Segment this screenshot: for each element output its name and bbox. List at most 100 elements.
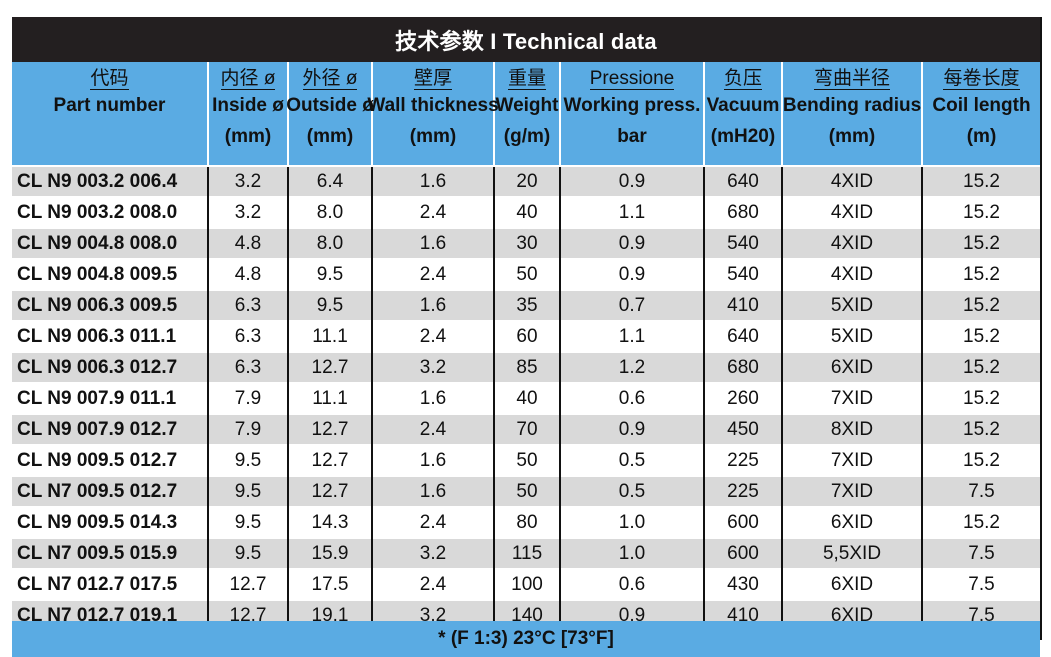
working-pressure-cell: 1.1	[560, 320, 705, 352]
working-pressure-cell: 0.6	[560, 382, 705, 414]
weight-cell: 35	[494, 289, 561, 321]
table-row: CL N7 009.5 015.9 9.5 15.9 3.2 115 1.0 600 5,5X…	[12, 537, 1040, 569]
inside-diameter-cell: 12.7	[208, 568, 289, 600]
coil-length-cell: 7.5	[922, 537, 1040, 569]
inside-diameter-cell: 7.9	[208, 413, 289, 445]
coil-length-cell: 15.2	[922, 320, 1040, 352]
part-number-cell: CL N9 006.3 011.1	[12, 320, 209, 352]
bending-radius-cell: 4XID	[782, 165, 923, 197]
vacuum-cell: 680	[704, 196, 783, 228]
technical-data-sheet: 技术参数 I Technical data 代码 Part number 内径 ø…	[12, 17, 1040, 657]
working-pressure-cell: 0.9	[560, 165, 705, 197]
outside-diameter-cell: 17.5	[288, 568, 373, 600]
col-cn-label: 壁厚	[413, 62, 452, 90]
vacuum-cell: 540	[704, 227, 783, 259]
table-row: CL N9 009.5 012.7 9.5 12.7 1.6 50 0.5 225 7XID 1…	[12, 444, 1040, 476]
weight-cell: 85	[494, 351, 561, 383]
coil-length-cell: 7.5	[922, 599, 1040, 630]
wall-thickness-cell: 1.6	[372, 227, 495, 259]
wall-thickness-cell: 1.6	[372, 475, 495, 507]
col-en-label: Bending radius	[782, 95, 922, 116]
col-bending-radius: 弯曲半径 Bending radius (mm)	[782, 62, 923, 166]
outside-diameter-cell: 8.0	[288, 196, 373, 228]
vacuum-cell: 260	[704, 382, 783, 414]
wall-thickness-cell: 2.4	[372, 568, 495, 600]
col-unit-label: bar	[617, 126, 647, 147]
coil-length-cell: 15.2	[922, 382, 1040, 414]
outside-diameter-cell: 11.1	[288, 382, 373, 414]
coil-length-cell: 7.5	[922, 475, 1040, 507]
weight-cell: 80	[494, 506, 561, 538]
inside-diameter-cell: 3.2	[208, 165, 289, 197]
vacuum-cell: 600	[704, 506, 783, 538]
coil-length-cell: 15.2	[922, 413, 1040, 445]
bending-radius-cell: 5XID	[782, 320, 923, 352]
coil-length-cell: 15.2	[922, 227, 1040, 259]
bending-radius-cell: 4XID	[782, 227, 923, 259]
outside-diameter-cell: 11.1	[288, 320, 373, 352]
table-row: CL N9 007.9 012.7 7.9 12.7 2.4 70 0.9 450 8XID 1…	[12, 413, 1040, 445]
vacuum-cell: 600	[704, 537, 783, 569]
weight-cell: 30	[494, 227, 561, 259]
part-number-cell: CL N9 006.3 009.5	[12, 289, 209, 321]
outside-diameter-cell: 6.4	[288, 165, 373, 197]
col-unit-label: (mm)	[409, 126, 457, 147]
inside-diameter-cell: 4.8	[208, 227, 289, 259]
col-en-label: Wall thickness	[367, 95, 499, 116]
coil-length-cell: 15.2	[922, 444, 1040, 476]
bending-radius-cell: 8XID	[782, 413, 923, 445]
weight-cell: 40	[494, 382, 561, 414]
col-cn-label: 重量	[507, 62, 546, 90]
col-en-label: Part number	[53, 95, 166, 116]
bending-radius-cell: 6XID	[782, 506, 923, 538]
outside-diameter-cell: 15.9	[288, 537, 373, 569]
working-pressure-cell: 0.5	[560, 475, 705, 507]
weight-cell: 115	[494, 537, 561, 569]
vacuum-cell: 225	[704, 475, 783, 507]
table-row: CL N9 009.5 014.3 9.5 14.3 2.4 80 1.0 600 6XID 1…	[12, 506, 1040, 538]
col-part-number: 代码 Part number	[12, 62, 209, 166]
table-row: CL N9 006.3 009.5 6.3 9.5 1.6 35 0.7 410 5XID 15…	[12, 289, 1040, 321]
col-unit-label: (mm)	[224, 126, 272, 147]
outside-diameter-cell: 9.5	[288, 289, 373, 321]
bending-radius-cell: 4XID	[782, 196, 923, 228]
working-pressure-cell: 0.7	[560, 289, 705, 321]
vacuum-cell: 430	[704, 568, 783, 600]
weight-cell: 60	[494, 320, 561, 352]
col-wall-thickness: 壁厚 Wall thickness (mm)	[367, 62, 499, 166]
table-row: CL N9 004.8 009.5 4.8 9.5 2.4 50 0.9 540 4XID 15…	[12, 258, 1040, 290]
inside-diameter-cell: 9.5	[208, 444, 289, 476]
vacuum-cell: 410	[704, 289, 783, 321]
weight-cell: 50	[494, 258, 561, 290]
inside-diameter-cell: 6.3	[208, 289, 289, 321]
outside-diameter-cell: 12.7	[288, 413, 373, 445]
bending-radius-cell: 4XID	[782, 258, 923, 290]
table-row: CL N9 006.3 012.7 6.3 12.7 3.2 85 1.2 680 6XID 1…	[12, 351, 1040, 383]
col-vacuum: 负压 Vacuum (mH20)	[704, 62, 783, 166]
working-pressure-cell: 1.0	[560, 537, 705, 569]
part-number-cell: CL N9 007.9 012.7	[12, 413, 209, 445]
weight-cell: 20	[494, 165, 561, 197]
vacuum-cell: 450	[704, 413, 783, 445]
inside-diameter-cell: 9.5	[208, 537, 289, 569]
table-body: CL N9 003.2 006.4 3.2 6.4 1.6 20 0.9 640 4XID 15…	[12, 165, 1040, 630]
working-pressure-cell: 1.1	[560, 196, 705, 228]
col-cn-label: 代码	[90, 62, 129, 90]
col-coil-length: 每卷长度 Coil length (m)	[922, 62, 1040, 166]
col-outside-diameter: 外径 ø Outside ø (mm)	[286, 62, 374, 166]
col-unit-label: (g/m)	[503, 126, 551, 147]
working-pressure-cell: 0.5	[560, 444, 705, 476]
weight-cell: 100	[494, 568, 561, 600]
part-number-cell: CL N9 003.2 006.4	[12, 165, 209, 197]
col-cn-label: 外径 ø	[302, 62, 358, 90]
coil-length-cell: 15.2	[922, 258, 1040, 290]
inside-diameter-cell: 9.5	[208, 475, 289, 507]
part-number-cell: CL N7 009.5 012.7	[12, 475, 209, 507]
col-en-label: Outside ø	[286, 95, 374, 116]
wall-thickness-cell: 1.6	[372, 382, 495, 414]
inside-diameter-cell: 3.2	[208, 196, 289, 228]
col-cn-label: Pressione	[589, 62, 675, 90]
table-row: CL N9 003.2 008.0 3.2 8.0 2.4 40 1.1 680 4XID 15…	[12, 196, 1040, 228]
col-cn-label: 每卷长度	[943, 62, 1020, 90]
coil-length-cell: 15.2	[922, 506, 1040, 538]
